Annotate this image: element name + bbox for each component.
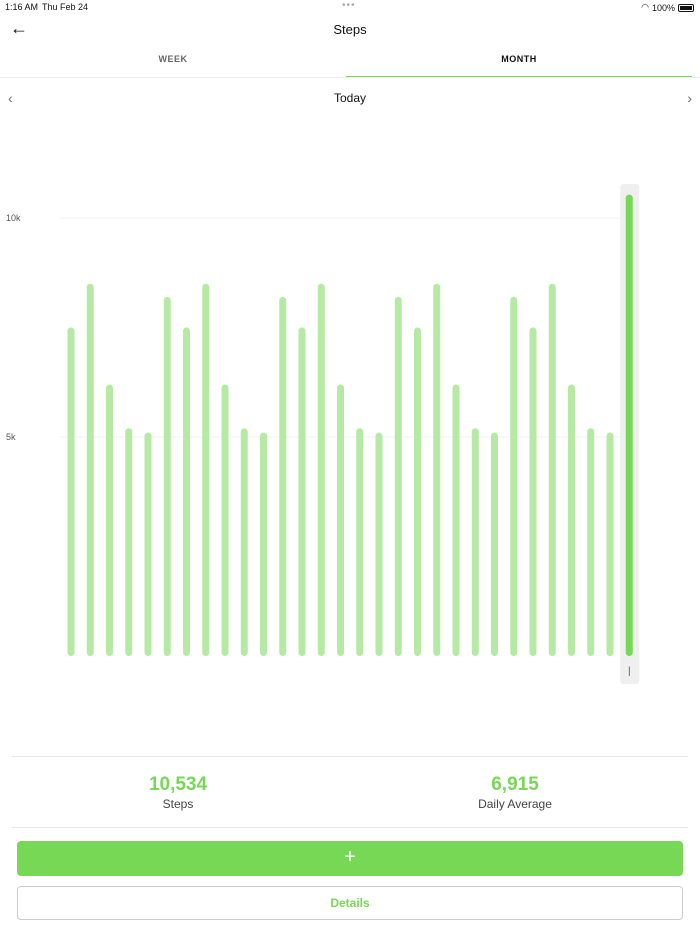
status-date: Thu Feb 24 <box>42 2 89 12</box>
divider <box>12 827 688 828</box>
y-tick-label: 5k <box>6 432 16 442</box>
tab-week[interactable]: WEEK <box>158 54 188 64</box>
period-label: Today <box>333 91 367 105</box>
steps-chart[interactable]: 5k 10k | <box>0 0 700 740</box>
selected-bar-label: | <box>628 666 631 677</box>
average-label: Daily Average <box>478 797 552 811</box>
average-stat: 6,915 Daily Average <box>365 774 665 811</box>
steps-label: Steps <box>162 797 194 811</box>
add-steps-button[interactable]: + <box>17 841 683 876</box>
next-period-button[interactable]: › <box>687 90 692 106</box>
steps-stat: 10,534 Steps <box>28 774 328 811</box>
arrow-left-icon: ← <box>10 18 28 38</box>
chevron-left-icon: ‹ <box>8 90 13 106</box>
status-time: 1:16 AM <box>5 2 39 12</box>
wifi-icon: ◠ <box>641 2 649 12</box>
back-button[interactable]: ← <box>10 18 28 39</box>
steps-value: 10,534 <box>148 774 208 795</box>
previous-period-button[interactable]: ‹ <box>8 90 13 106</box>
battery-percent: 100% <box>651 2 675 13</box>
chevron-right-icon: › <box>687 90 692 106</box>
multitasking-dots-icon[interactable]: ••• <box>342 0 356 11</box>
battery-icon <box>678 3 694 12</box>
page-title: Steps <box>333 22 367 37</box>
tab-divider <box>0 77 700 78</box>
divider <box>12 756 688 757</box>
average-value: 6,915 <box>491 774 539 795</box>
details-button[interactable]: Details <box>17 886 683 920</box>
y-tick-label: 10k <box>6 213 21 223</box>
status-right: ◠ 100% <box>641 2 694 13</box>
